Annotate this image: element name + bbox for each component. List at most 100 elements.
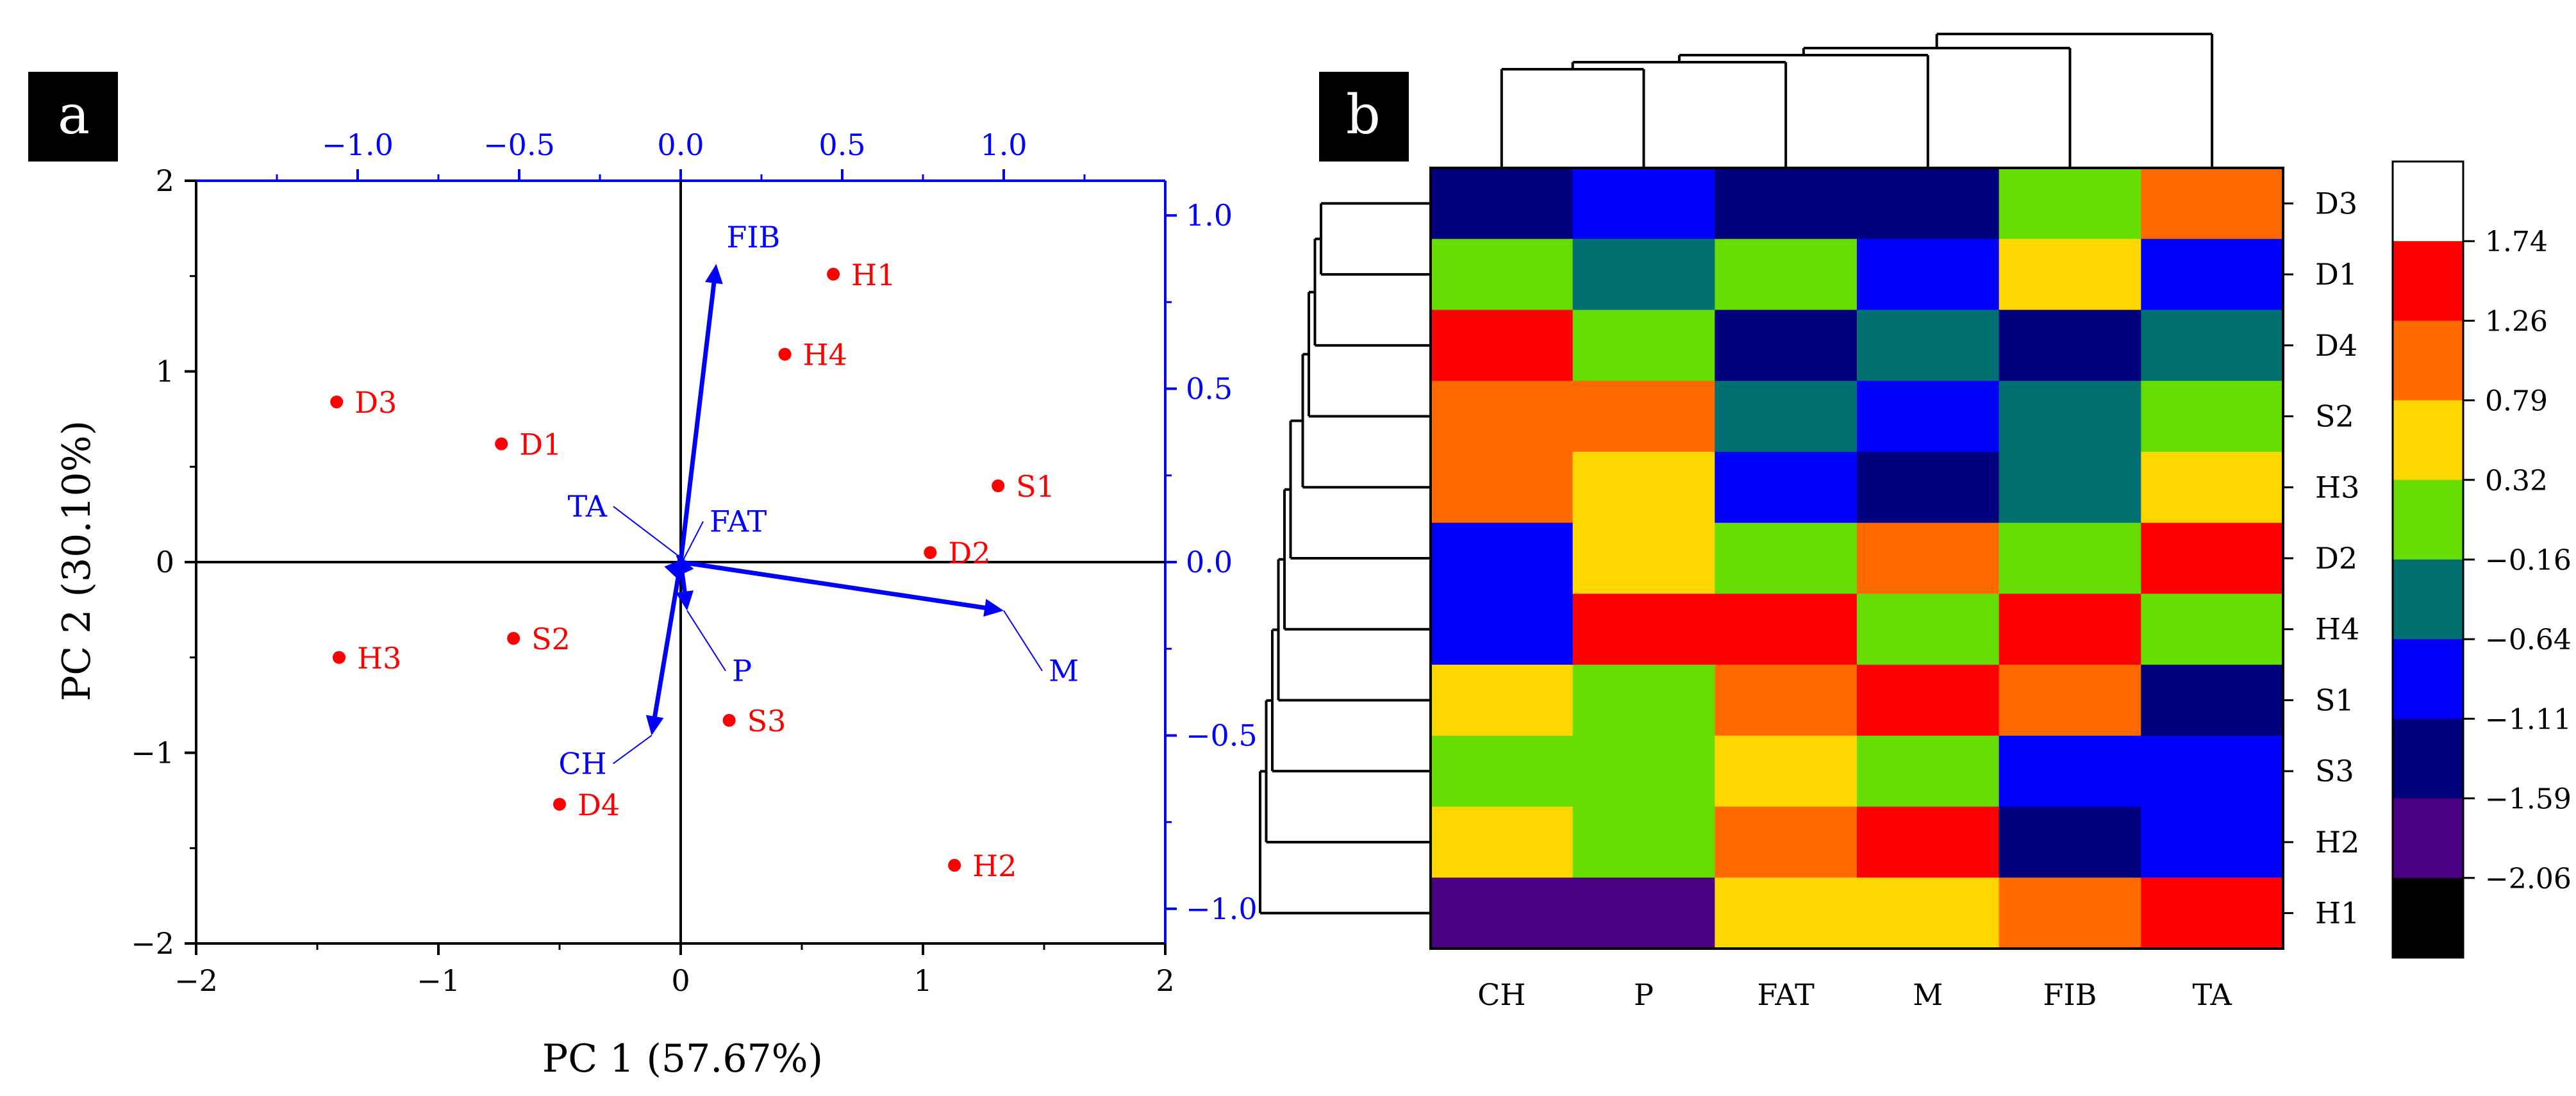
heatmap-cell <box>1431 877 1574 949</box>
color-scale-segment <box>2393 877 2463 958</box>
heatmap-cell <box>2141 594 2284 665</box>
heatmap-cell <box>1431 381 1574 453</box>
panel-b-label-box <box>1319 72 1409 162</box>
heatmap-cell <box>1998 168 2141 240</box>
heatmap-cells <box>1429 167 2284 950</box>
heatmap-cell <box>1572 238 1715 310</box>
heatmap-cell <box>1998 877 2141 949</box>
heatmap-cell <box>1857 168 2000 240</box>
x-tick-label: 1 <box>913 963 932 998</box>
loading-arrowhead <box>645 715 664 736</box>
heatmap-cell <box>1431 594 1574 665</box>
x-tick-label: −2 <box>174 963 218 998</box>
color-scale-segment <box>2393 639 2463 719</box>
loading-label: TA <box>568 489 608 524</box>
loading-leader <box>613 735 652 765</box>
color-scale-segment <box>2393 320 2463 401</box>
color-scale-label: 1.74 <box>2485 226 2548 258</box>
right-tick-label: 1.0 <box>1186 198 1233 233</box>
heatmap-cell <box>1857 877 2000 949</box>
heatmap-cell <box>1572 806 1715 878</box>
heatmap-cell <box>1715 806 1857 878</box>
heatmap-cell <box>1857 238 2000 310</box>
panel-a-label: a <box>58 83 90 146</box>
right-tick-label: −1.0 <box>1186 892 1258 926</box>
loading-label: P <box>732 654 752 688</box>
score-point <box>924 546 937 560</box>
score-points: D3 D1 H1 H4 S1 D2 S2 H3 S3 D4 H2 <box>330 258 1055 883</box>
score-label: S3 <box>747 704 786 738</box>
score-label: D4 <box>578 788 620 822</box>
heatmap-cell <box>1715 310 1857 381</box>
right-tick-label: 0.0 <box>1186 545 1233 579</box>
score-label: S1 <box>1016 469 1055 504</box>
heatmap-cell <box>1431 522 1574 594</box>
heatmap-row-label: H3 <box>2315 470 2359 504</box>
heatmap-row-label: S3 <box>2315 754 2354 788</box>
right-tick-label: −0.5 <box>1186 718 1258 752</box>
panel-a-label-box <box>28 72 118 162</box>
heatmap-cell <box>1998 806 2141 878</box>
heatmap-cell <box>1998 735 2141 808</box>
color-scale-segment <box>2393 400 2463 481</box>
y-tick-label: 2 <box>156 163 174 198</box>
x-axis-title: PC 1 (57.67%) <box>542 1036 823 1081</box>
heatmap-cell <box>1998 451 2141 524</box>
heatmap-cell <box>1857 594 2000 665</box>
loading-vector <box>651 561 683 727</box>
heatmap-cell <box>1572 381 1715 453</box>
loading-leader <box>613 506 678 556</box>
heatmap-row-label: D2 <box>2315 541 2357 576</box>
score-label: H1 <box>851 258 895 292</box>
color-scale-segment <box>2393 241 2463 321</box>
heatmap-cell <box>1715 238 1857 310</box>
heatmap-column-label: TA <box>2192 977 2232 1012</box>
panel-b: b CH P FAT M FIB TA D3 D1 D4 S2 H3 D2 H4 S1 S3 H2 H1 1.7… <box>1259 33 2572 1012</box>
heatmap-cell <box>1431 735 1574 808</box>
panel-b-label: b <box>1346 83 1381 146</box>
heatmap-cell <box>1572 594 1715 665</box>
heatmap-row-label: D1 <box>2315 257 2357 292</box>
color-scale-label: −2.06 <box>2485 863 2572 895</box>
score-label: D2 <box>948 536 990 570</box>
loading-label: FAT <box>710 504 767 539</box>
loading-leader <box>686 610 726 672</box>
heatmap-labels: CH P FAT M FIB TA D3 D1 D4 S2 H3 D2 H4 S1 S3 H2 H1 <box>1477 186 2359 1012</box>
heatmap-cell <box>2141 877 2284 949</box>
column-dendrogram <box>1500 33 2214 168</box>
heatmap-cell <box>2141 381 2284 453</box>
heatmap-row-label: D3 <box>2315 186 2357 220</box>
heatmap-row-label: H4 <box>2315 612 2359 647</box>
heatmap-cell <box>1431 238 1574 310</box>
loading-arrowhead <box>676 590 694 611</box>
heatmap-cell <box>1998 665 2141 736</box>
score-point <box>495 437 508 451</box>
heatmap-row-label: S1 <box>2315 683 2354 717</box>
heatmap-cell <box>1572 522 1715 594</box>
heatmap-cell <box>1998 522 2141 594</box>
y-tick-label: −2 <box>131 926 174 961</box>
heatmap-cell <box>1572 310 1715 381</box>
heatmap-row-label: S2 <box>2315 399 2354 434</box>
heatmap-column-label: P <box>1634 977 1654 1012</box>
top-tick-label: −0.5 <box>483 128 555 162</box>
panel-a: a −2 −1 0 1 2 −2 −1 0 1 2 −1.0 −0.5 0.0 0.5 1.0 1.0 0.5 0… <box>28 72 1258 1081</box>
loading-arrowhead <box>704 263 723 285</box>
heatmap-cell <box>1572 735 1715 808</box>
heatmap-column-label: M <box>1913 977 1943 1012</box>
y-tick-label: −1 <box>131 736 174 770</box>
loading-label: M <box>1049 654 1079 688</box>
score-point <box>507 632 520 645</box>
heatmap-cell <box>1431 451 1574 524</box>
heatmap-cell <box>1572 168 1715 240</box>
loading-label: FIB <box>726 220 780 254</box>
loading-vector <box>678 272 718 563</box>
score-point <box>722 713 736 727</box>
heatmap-cell <box>1857 381 2000 453</box>
heatmap-row-label: D4 <box>2315 328 2357 363</box>
score-point <box>333 651 346 664</box>
color-scale-label: 0.79 <box>2485 385 2548 418</box>
heatmap-cell <box>2141 451 2284 524</box>
color-scale-segment <box>2393 718 2463 799</box>
